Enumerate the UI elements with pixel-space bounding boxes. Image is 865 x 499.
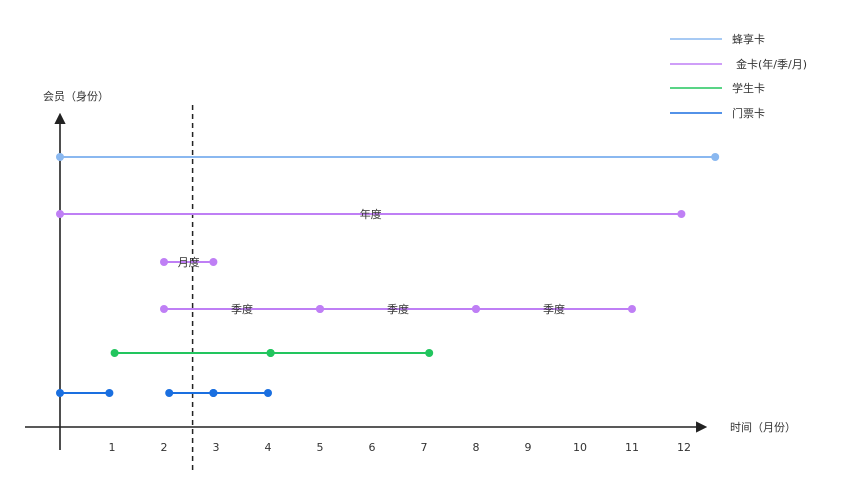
segment-start-dot bbox=[316, 305, 324, 313]
segment-start-dot bbox=[56, 153, 64, 161]
x-tick-label: 6 bbox=[369, 441, 376, 454]
segment-end-dot bbox=[209, 258, 218, 266]
segment-end-dot bbox=[264, 389, 272, 397]
membership-row bbox=[110, 349, 434, 357]
legend-label: 学生卡 bbox=[732, 81, 765, 95]
segment-start-dot bbox=[160, 258, 168, 266]
legend-label: 蜂享卡 bbox=[732, 32, 765, 46]
segment-end-dot bbox=[677, 210, 686, 218]
segment-start-dot bbox=[209, 389, 218, 397]
legend: 蜂享卡 金卡(年/季/月) 学生卡 门票卡 bbox=[670, 32, 807, 120]
segment-start-dot bbox=[472, 305, 480, 313]
x-tick-label: 3 bbox=[213, 441, 220, 454]
segment-start-dot bbox=[160, 305, 168, 313]
segment-start-dot bbox=[266, 349, 275, 357]
segment-start-dot bbox=[56, 210, 64, 218]
x-tick-label: 11 bbox=[625, 441, 639, 454]
segment-label: 季度 bbox=[543, 302, 565, 316]
x-tick-label: 7 bbox=[421, 441, 428, 454]
y-axis-title: 会员（身份） bbox=[43, 89, 109, 103]
segment-label: 月度 bbox=[178, 255, 200, 269]
x-tick-labels: 1 2 3 4 5 6 7 8 9 10 11 12 bbox=[109, 441, 692, 454]
legend-label: 金卡(年/季/月) bbox=[736, 57, 807, 71]
x-tick-label: 4 bbox=[265, 441, 272, 454]
segment-start-dot bbox=[56, 389, 64, 397]
membership-row: 季度 季度 季度 bbox=[160, 302, 636, 316]
x-tick-label: 5 bbox=[317, 441, 324, 454]
x-tick-label: 9 bbox=[525, 441, 532, 454]
segment-start-dot bbox=[110, 349, 119, 357]
membership-row: 年度 bbox=[56, 207, 686, 221]
x-tick-label: 10 bbox=[573, 441, 587, 454]
x-tick-label: 8 bbox=[473, 441, 480, 454]
segment-label: 年度 bbox=[360, 207, 382, 221]
membership-row: 月度 bbox=[160, 255, 218, 269]
segment-end-dot bbox=[105, 389, 114, 397]
legend-item-ticket: 门票卡 bbox=[670, 106, 765, 120]
membership-row bbox=[56, 153, 720, 161]
segment-label: 季度 bbox=[387, 302, 409, 316]
segment-start-dot bbox=[165, 389, 174, 397]
legend-item-gold: 金卡(年/季/月) bbox=[670, 57, 807, 71]
segment-end-dot bbox=[628, 305, 636, 313]
segment-end-dot bbox=[425, 349, 434, 357]
membership-row bbox=[56, 389, 272, 397]
segment-end-dot bbox=[711, 153, 720, 161]
legend-label: 门票卡 bbox=[732, 106, 765, 120]
x-axis-title: 时间（月份） bbox=[730, 421, 796, 434]
axes: 会员（身份） 时间（月份） 1 2 3 4 5 6 7 8 9 10 11 12 bbox=[25, 89, 796, 454]
legend-item-fengxiang: 蜂享卡 bbox=[670, 32, 765, 46]
legend-item-student: 学生卡 bbox=[670, 81, 765, 95]
segment-label: 季度 bbox=[231, 302, 253, 316]
x-tick-label: 1 bbox=[109, 441, 116, 454]
x-tick-label: 2 bbox=[161, 441, 168, 454]
x-tick-label: 12 bbox=[677, 441, 691, 454]
